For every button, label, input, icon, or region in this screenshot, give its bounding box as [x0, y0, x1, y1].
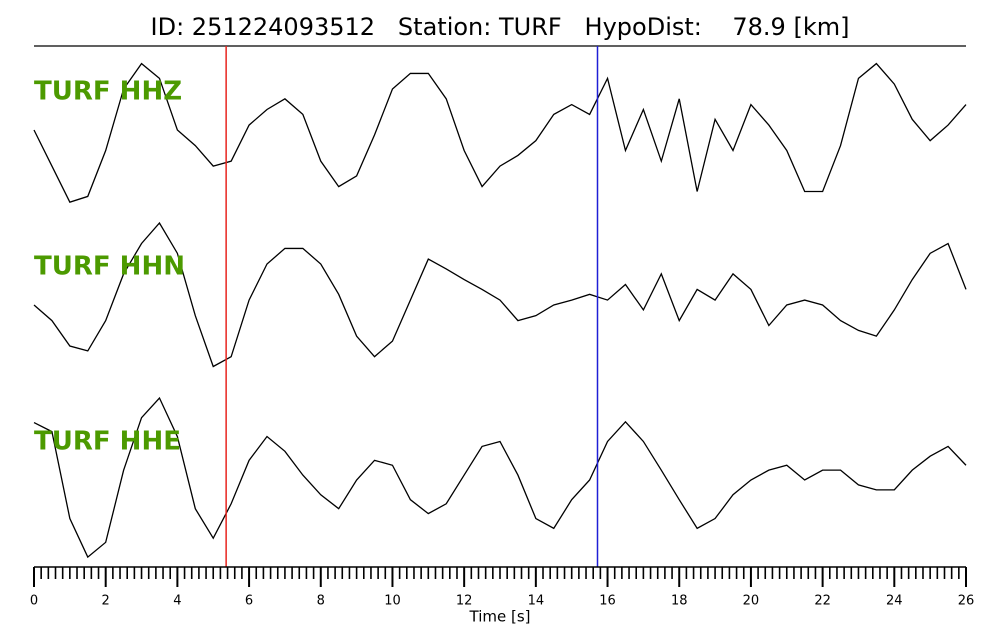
trace: [33, 62, 967, 203]
x-tick-label: 14: [528, 594, 545, 609]
x-tick-label: 12: [456, 594, 473, 609]
trace-label: TURF HHN: [34, 252, 185, 282]
trace: [33, 396, 967, 559]
x-tick-label: 20: [743, 594, 760, 609]
trace: [33, 221, 967, 368]
trace-label: TURF HHE: [34, 427, 181, 457]
x-tick-label: 4: [173, 594, 181, 609]
x-tick-label: 26: [958, 594, 975, 609]
chart-title: ID: 251224093512 Station: TURF HypoDist:…: [151, 13, 850, 41]
x-tick-label: 24: [886, 594, 903, 609]
x-axis-label: Time [s]: [469, 608, 531, 626]
x-tick-label: 8: [317, 594, 325, 609]
x-tick-label: 18: [671, 594, 688, 609]
x-tick-label: 10: [384, 594, 401, 609]
x-tick-label: 22: [814, 594, 831, 609]
x-tick-label: 2: [102, 594, 110, 609]
trace-label: TURF HHZ: [34, 77, 182, 107]
x-tick-label: 0: [30, 594, 38, 609]
x-tick-label: 16: [599, 594, 616, 609]
x-tick-label: 6: [245, 594, 253, 609]
